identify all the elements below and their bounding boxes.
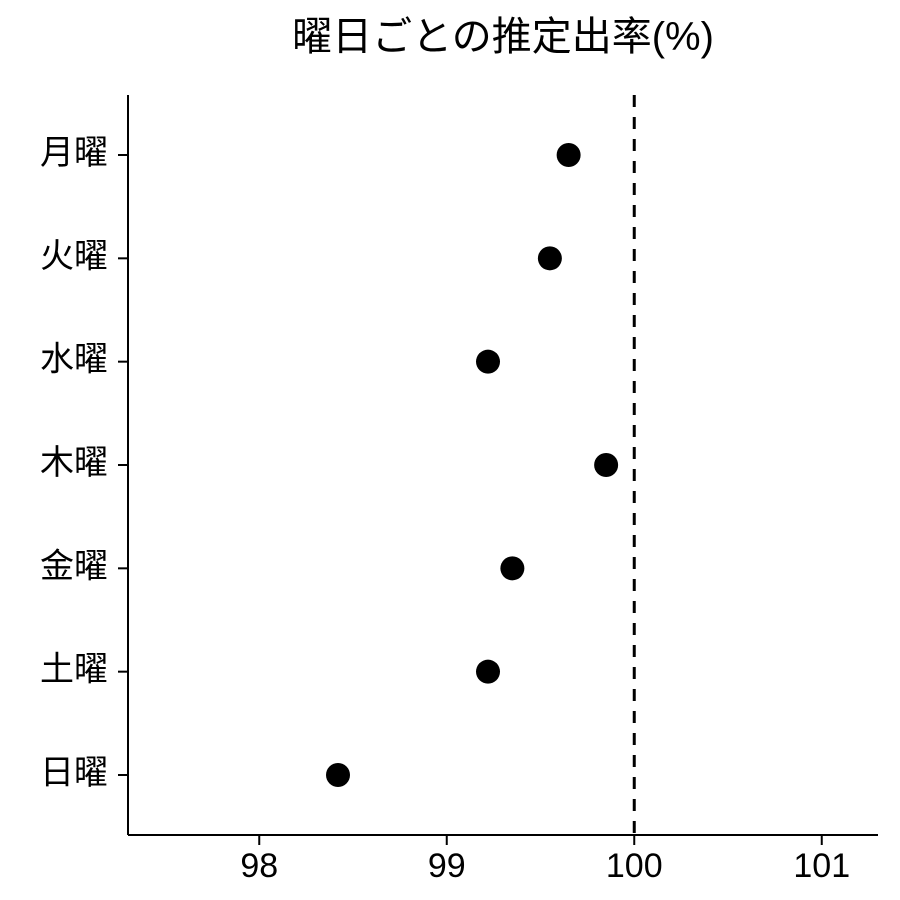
y-tick-label: 木曜 xyxy=(40,444,108,482)
x-tick-label: 101 xyxy=(793,847,850,885)
chart-bg xyxy=(0,0,900,900)
data-point xyxy=(500,556,524,580)
x-tick-label: 100 xyxy=(606,847,663,885)
y-tick-label: 金曜 xyxy=(40,547,108,585)
x-tick-label: 98 xyxy=(240,847,278,885)
data-point xyxy=(326,763,350,787)
y-tick-label: 月曜 xyxy=(40,134,108,172)
data-point xyxy=(557,143,581,167)
dot-chart: 曜日ごとの推定出率(%) 98 99 100 101 月曜火曜水曜木曜金曜土曜日曜 xyxy=(0,0,900,900)
y-tick-label: 日曜 xyxy=(40,754,108,792)
data-point xyxy=(538,246,562,270)
y-tick-label: 火曜 xyxy=(40,237,108,275)
y-tick-label: 土曜 xyxy=(40,651,108,689)
x-tick-label: 99 xyxy=(428,847,466,885)
data-point xyxy=(476,660,500,684)
chart-title: 曜日ごとの推定出率(%) xyxy=(292,15,714,59)
y-tick-label: 水曜 xyxy=(40,341,108,379)
data-point xyxy=(476,350,500,374)
data-point xyxy=(594,453,618,477)
